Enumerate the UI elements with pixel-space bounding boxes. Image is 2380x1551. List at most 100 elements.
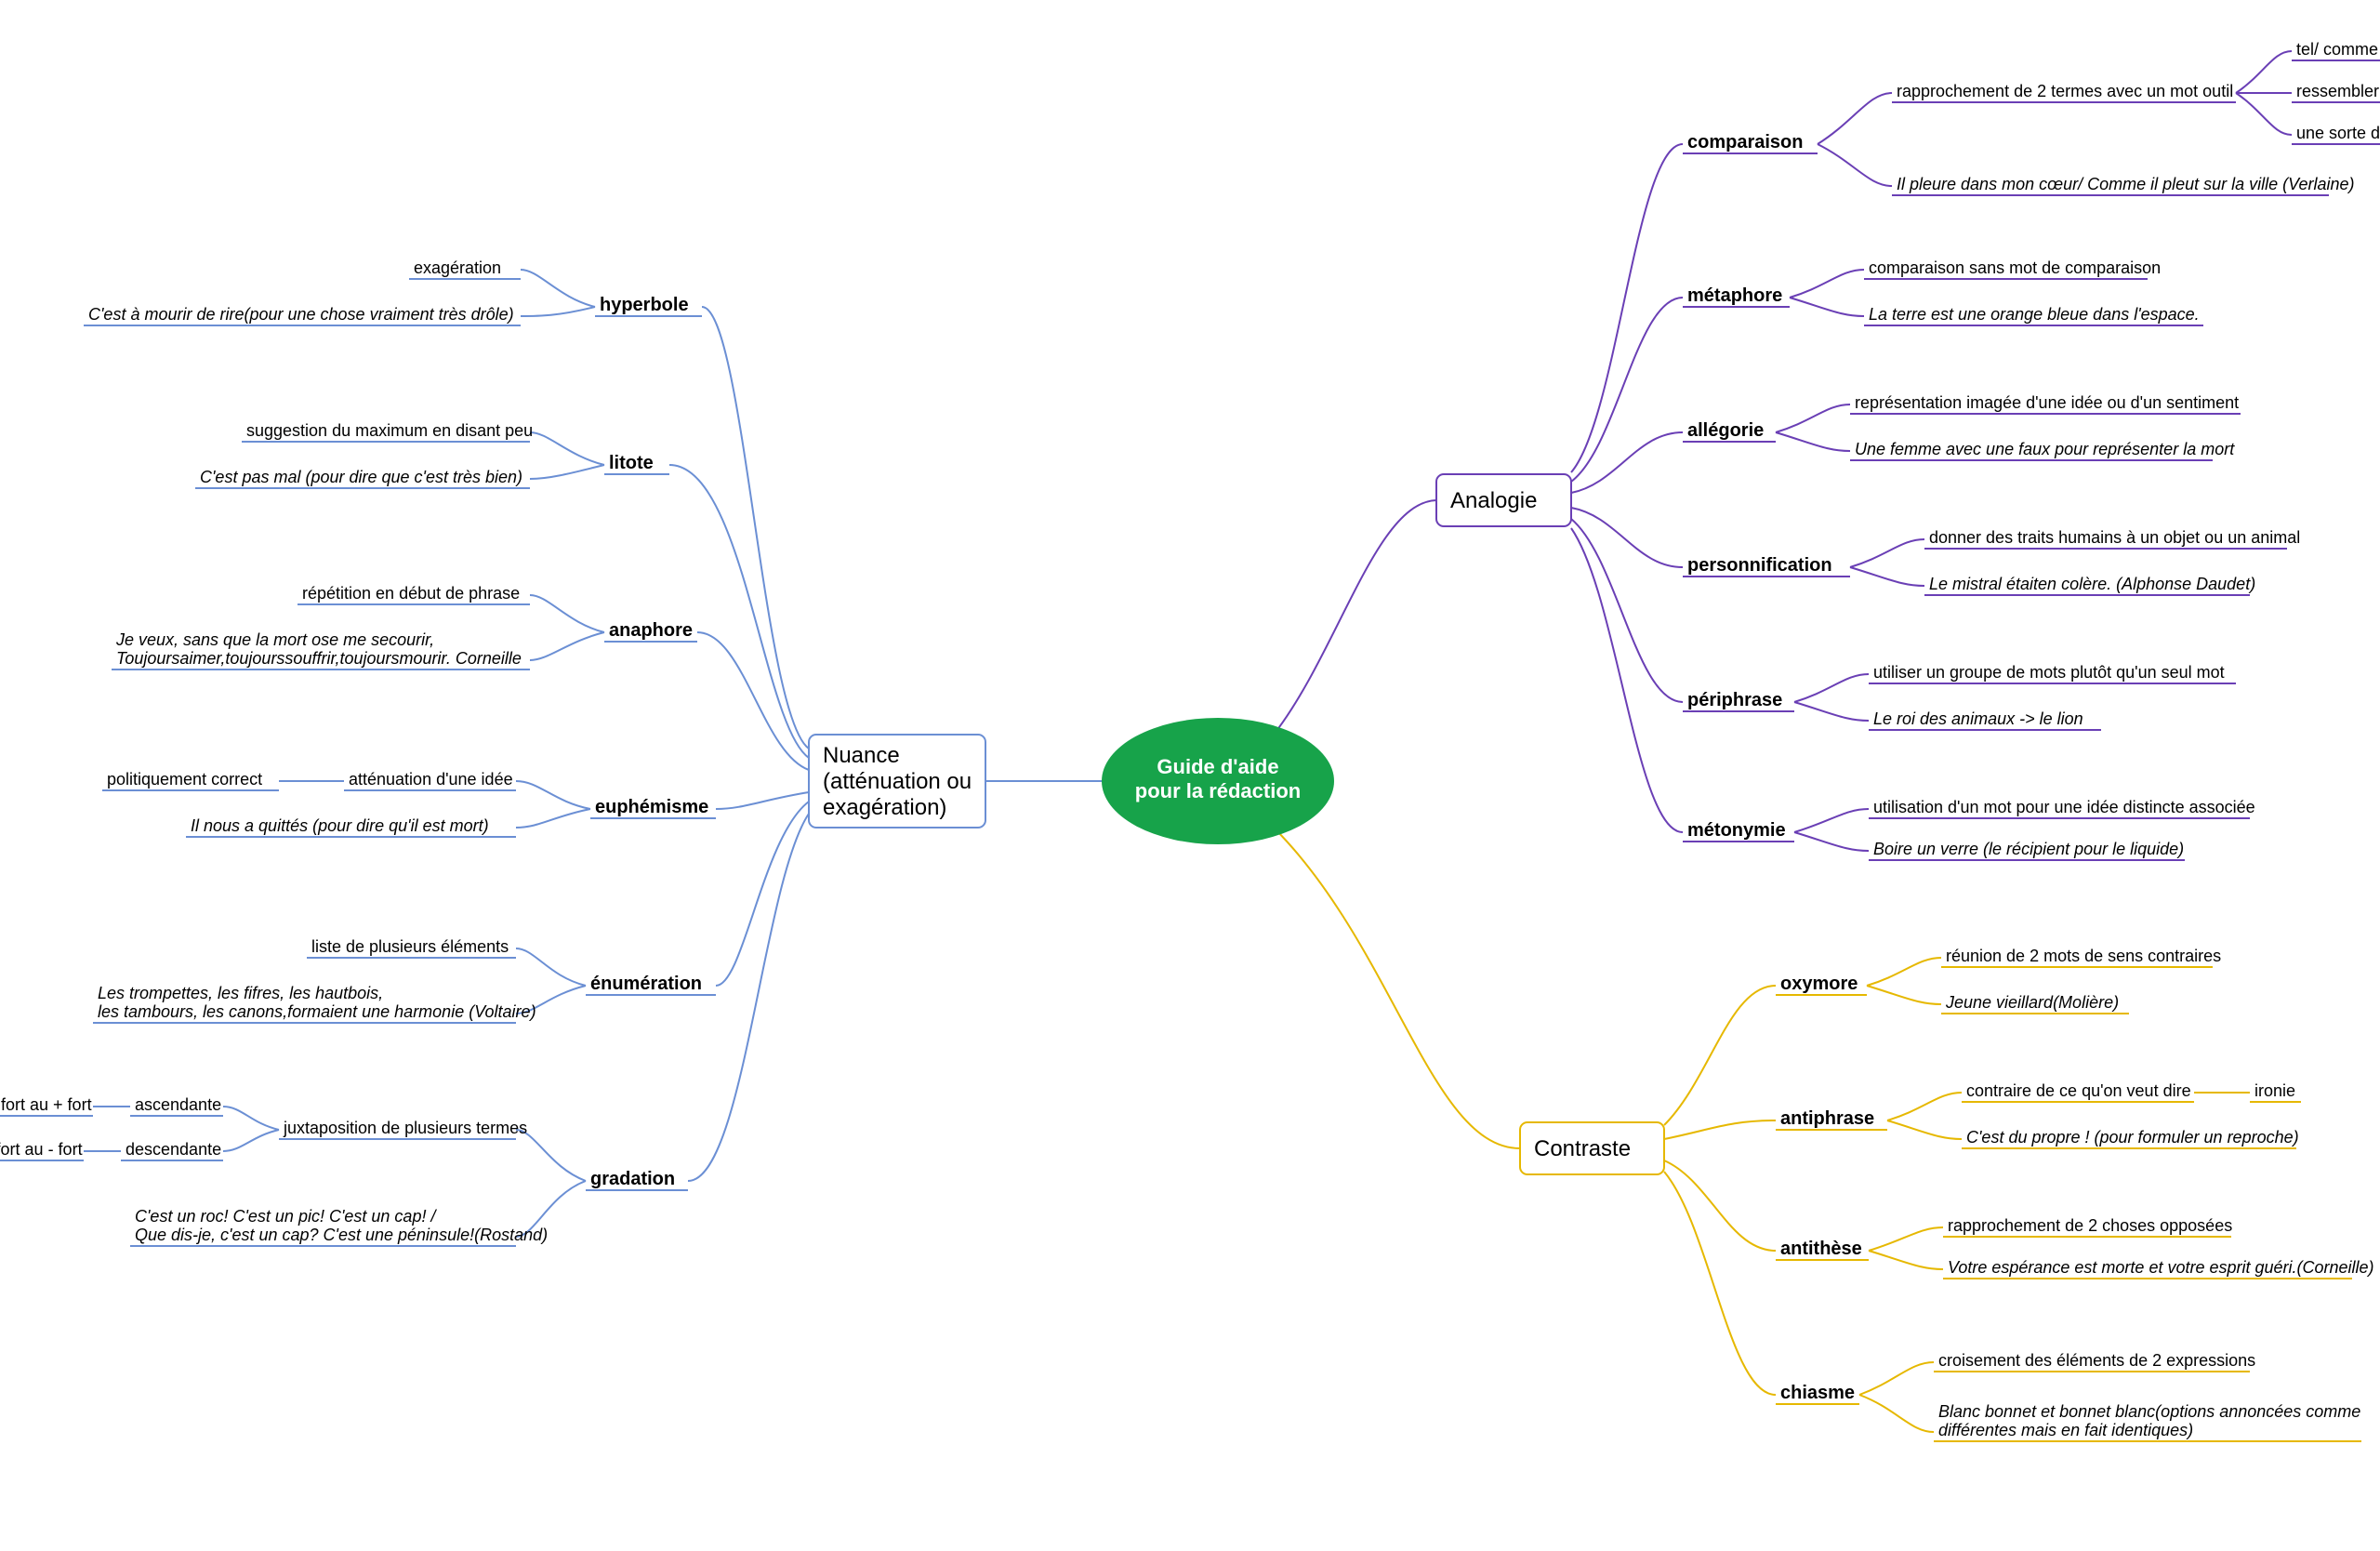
edge-comp-ex — [1818, 144, 1892, 186]
periphrase-label: périphrase — [1687, 690, 1782, 710]
edge-comp-o1 — [2236, 51, 2292, 93]
chiasme-def: croisement des éléments de 2 expressions — [1938, 1351, 2255, 1370]
personnification-ex: Le mistral étaiten colère. (Alphonse Dau… — [1929, 575, 2255, 593]
edge-oxy-def — [1867, 958, 1941, 986]
anaphore-ex-l2: Toujoursaimer,toujourssouffrir,toujoursm… — [116, 649, 522, 668]
antiphrase-def: contraire de ce qu'on veut dire — [1966, 1081, 2191, 1100]
edge-pers-def — [1850, 539, 1924, 567]
edge-meto-ex — [1794, 832, 1869, 851]
comparaison-def: rapprochement de 2 termes avec un mot ou… — [1897, 82, 2233, 100]
center-title-l1: Guide d'aide — [1157, 755, 1278, 778]
edge-hyp-ex — [521, 307, 595, 316]
oxymore-ex: Jeune vieillard(Molière) — [1945, 993, 2119, 1012]
enumeration-ex-l2: les tambours, les canons,formaient une h… — [98, 1002, 536, 1021]
edge-con-oxy — [1664, 986, 1776, 1125]
enumeration-label: énumération — [590, 974, 702, 994]
comparaison-o2: ressembler à — [2296, 82, 2380, 100]
edge-all-def — [1776, 404, 1850, 432]
antithese-ex: Votre espérance est morte et votre espri… — [1948, 1258, 2374, 1277]
edge-oxy-ex — [1867, 986, 1941, 1004]
hyperbole-ex: C'est à mourir de rire(pour une chose vr… — [88, 305, 514, 324]
gradation-ex-l2: Que dis-je, c'est un cap? C'est une péni… — [135, 1226, 548, 1244]
gradation-desc2: du + fort au - fort — [0, 1140, 83, 1159]
edge-con-chi — [1664, 1172, 1776, 1395]
edge-center-contraste — [1274, 828, 1520, 1148]
edge-comp-def — [1818, 93, 1892, 144]
allegorie-def: représentation imagée d'une idée ou d'un… — [1855, 393, 2239, 412]
metaphore-def: comparaison sans mot de comparaison — [1869, 258, 2161, 277]
edge-euph-def — [516, 781, 590, 809]
nuance-title-l1: Nuance — [823, 743, 900, 768]
edge-antit-def — [1869, 1227, 1943, 1251]
antiphrase-label: antiphrase — [1780, 1108, 1874, 1129]
edge-ana-meto — [1571, 528, 1683, 832]
gradation-asc2: du - fort au + fort — [0, 1095, 92, 1114]
euphemisme-ex: Il nous a quittés (pour dire qu'il est m… — [191, 816, 489, 835]
litote-ex: C'est pas mal (pour dire que c'est très … — [200, 468, 522, 486]
hyperbole-def: exagération — [414, 258, 501, 277]
edge-lit-ex — [530, 465, 604, 479]
edge-grad-asc — [223, 1107, 279, 1130]
enumeration-ex-l1: Les trompettes, les fifres, les hautbois… — [98, 984, 383, 1002]
antiphrase-ex: C'est du propre ! (pour formuler un repr… — [1966, 1128, 2299, 1147]
personnification-label: personnification — [1687, 555, 1832, 576]
comparaison-ex: Il pleure dans mon cœur/ Comme il pleut … — [1897, 175, 2355, 193]
gradation-label: gradation — [590, 1169, 675, 1189]
antithese-label: antithèse — [1780, 1239, 1862, 1259]
edge-chi-ex — [1859, 1395, 1934, 1432]
edge-ana-peri — [1571, 519, 1683, 702]
edge-nuance-anaphore — [697, 632, 809, 770]
nuance-title-l3: exagération) — [823, 795, 946, 820]
metonymie-def: utilisation d'un mot pour une idée disti… — [1873, 798, 2255, 816]
gradation-ex-l1: C'est un roc! C'est un pic! C'est un cap… — [135, 1207, 437, 1226]
edge-center-analogie — [1274, 500, 1436, 735]
edge-peri-def — [1794, 674, 1869, 702]
edge-ana-ex — [530, 632, 604, 660]
comparaison-o3: une sorte de — [2296, 124, 2380, 142]
chiasme-ex-l1: Blanc bonnet et bonnet blanc(options ann… — [1938, 1402, 2360, 1421]
edge-con-antit — [1664, 1160, 1776, 1251]
edge-lit-def — [530, 432, 604, 465]
anaphore-label: anaphore — [609, 620, 693, 641]
comparaison-o1: tel/ comme — [2296, 40, 2378, 59]
edge-peri-ex — [1794, 702, 1869, 721]
edge-con-anti — [1664, 1120, 1776, 1139]
edge-grad-desc — [223, 1130, 279, 1151]
nuance-title-l2: (atténuation ou — [823, 769, 972, 794]
edge-ana-met — [1571, 298, 1683, 482]
euphemisme-label: euphémisme — [595, 797, 708, 817]
litote-def: suggestion du maximum en disant peu — [246, 421, 533, 440]
edge-comp-o3 — [2236, 93, 2292, 135]
edge-all-ex — [1776, 432, 1850, 451]
edge-ana-comp — [1571, 144, 1683, 472]
enumeration-def: liste de plusieurs éléments — [311, 937, 509, 956]
metaphore-label: métaphore — [1687, 285, 1782, 306]
edge-anti-ex — [1887, 1120, 1962, 1139]
oxymore-label: oxymore — [1780, 974, 1858, 994]
metonymie-ex: Boire un verre (le récipient pour le liq… — [1873, 840, 2184, 858]
edge-hyp-def — [521, 270, 595, 307]
litote-label: litote — [609, 453, 654, 473]
edge-nuance-litote — [669, 465, 809, 758]
edge-anti-def — [1887, 1093, 1962, 1120]
edge-chi-def — [1859, 1362, 1934, 1395]
metonymie-label: métonymie — [1687, 820, 1786, 841]
gradation-def: juxtaposition de plusieurs termes — [283, 1119, 527, 1137]
edge-ana-def — [530, 595, 604, 632]
anaphore-def: répétition en début de phrase — [302, 584, 520, 603]
center-title-l2: pour la rédaction — [1135, 779, 1301, 802]
edge-grad-def — [516, 1130, 586, 1181]
anaphore-ex-l1: Je veux, sans que la mort ose me secouri… — [115, 630, 434, 649]
edge-antit-ex — [1869, 1251, 1943, 1269]
oxymore-def: réunion de 2 mots de sens contraires — [1946, 947, 2221, 965]
analogie-title: Analogie — [1450, 488, 1537, 513]
allegorie-ex: Une femme avec une faux pour représenter… — [1855, 440, 2235, 458]
euphemisme-def: atténuation d'une idée — [349, 770, 513, 789]
chiasme-ex-l2: différentes mais en fait identiques) — [1938, 1421, 2193, 1439]
comparaison-label: comparaison — [1687, 132, 1803, 152]
edge-nuance-hyperbole — [702, 307, 809, 749]
edge-met-def — [1790, 270, 1864, 298]
edge-enum-def — [516, 948, 586, 986]
chiasme-label: chiasme — [1780, 1383, 1855, 1403]
periphrase-def: utiliser un groupe de mots plutôt qu'un … — [1873, 663, 2225, 682]
